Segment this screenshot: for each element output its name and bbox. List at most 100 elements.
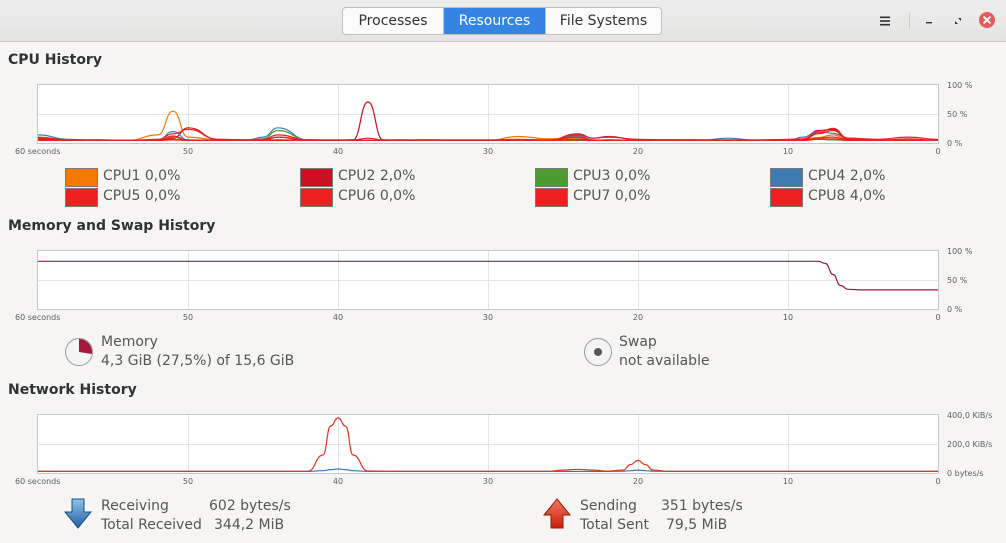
cpu-legend-label: CPU2 bbox=[338, 168, 376, 184]
cpu-x-tick-label: 40 bbox=[332, 147, 344, 156]
mem-y-tick-label: 100 % bbox=[947, 247, 973, 256]
net-x-tick-label: 60 seconds bbox=[15, 477, 61, 486]
cpu-legend-item-cpu5: CPU5 0,0% bbox=[103, 188, 180, 204]
cpu-color-swatch-cpu4[interactable] bbox=[770, 168, 803, 187]
cpu-x-tick-label: 50 bbox=[182, 147, 194, 156]
cpu-x-tick-label: 0 bbox=[935, 147, 941, 156]
mem-y-tick-label: 0 % bbox=[947, 305, 963, 314]
cpu-y-tick-label: 100 % bbox=[947, 81, 973, 90]
cpu-x-tick-label: 60 seconds bbox=[15, 147, 61, 156]
mem-plot bbox=[38, 251, 938, 309]
memory-label: Memory bbox=[101, 334, 158, 350]
swap-pie-icon bbox=[584, 338, 612, 366]
tab-file-systems[interactable]: File Systems bbox=[559, 13, 648, 29]
cpu-legend-label: CPU8 bbox=[808, 188, 846, 204]
cpu-series-cpu8 bbox=[38, 127, 938, 142]
cpu-color-swatch-cpu7[interactable] bbox=[535, 188, 568, 207]
cpu-legend-item-cpu4: CPU4 2,0% bbox=[808, 168, 885, 184]
cpu-color-swatch-cpu6[interactable] bbox=[300, 188, 333, 207]
mem-x-tick-label: 50 bbox=[182, 313, 194, 322]
sending-arrow-icon bbox=[542, 498, 572, 529]
menu-icon bbox=[880, 16, 890, 26]
total-sent-value: 79,5 MiB bbox=[666, 517, 728, 533]
network-section-title: Network History bbox=[8, 382, 137, 398]
tab-resources[interactable]: Resources bbox=[444, 8, 546, 34]
net-x-tick-label: 10 bbox=[782, 477, 794, 486]
sending-value: 351 bytes/s bbox=[661, 498, 743, 514]
tab-processes[interactable]: Processes bbox=[343, 8, 444, 34]
cpu-legend-item-cpu3: CPU3 0,0% bbox=[573, 168, 650, 184]
memory-value: 4,3 GiB (27,5%) of 15,6 GiB bbox=[101, 353, 295, 369]
cpu-legend-item-cpu2: CPU2 2,0% bbox=[338, 168, 415, 184]
cpu-color-swatch-cpu1[interactable] bbox=[65, 168, 98, 187]
cpu-legend-value: 2,0% bbox=[375, 168, 416, 184]
swap-label: Swap bbox=[619, 334, 657, 350]
total-received-value: 344,2 MiB bbox=[214, 517, 285, 533]
close-button[interactable] bbox=[979, 12, 995, 28]
mem-x-tick-label: 30 bbox=[482, 313, 494, 322]
cpu-x-tick-label: 30 bbox=[482, 147, 494, 156]
cpu-color-swatch-cpu2[interactable] bbox=[300, 168, 333, 187]
cpu-legend-item-cpu6: CPU6 0,0% bbox=[338, 188, 415, 204]
net-x-tick-label: 30 bbox=[482, 477, 494, 486]
total-sent-label: Total Sent bbox=[580, 517, 650, 533]
net-x-tick-label: 0 bbox=[935, 477, 941, 486]
memory-section-title: Memory and Swap History bbox=[8, 218, 216, 234]
cpu-y-tick-label: 0 % bbox=[947, 139, 963, 148]
cpu-x-tick-label: 20 bbox=[632, 147, 644, 156]
cpu-color-swatch-cpu5[interactable] bbox=[65, 188, 98, 207]
mem-x-tick-label: 0 bbox=[935, 313, 941, 322]
mem-series-memory bbox=[38, 260, 938, 291]
mem-x-tick-label: 40 bbox=[332, 313, 344, 322]
receiving-arrow-icon bbox=[63, 498, 93, 529]
cpu-plot bbox=[38, 85, 938, 143]
cpu-legend-value: 2,0% bbox=[845, 168, 886, 184]
cpu-color-swatch-cpu8[interactable] bbox=[770, 188, 803, 207]
net-series-sending bbox=[38, 417, 938, 472]
receiving-label: Receiving bbox=[101, 498, 169, 514]
cpu-legend-value: 0,0% bbox=[140, 188, 181, 204]
header-bar: Processes Resources File Systems bbox=[0, 0, 1006, 42]
cpu-legend-value: 0,0% bbox=[610, 168, 651, 184]
cpu-legend-value: 0,0% bbox=[375, 188, 416, 204]
cpu-legend-label: CPU3 bbox=[573, 168, 611, 184]
total-received-label: Total Received bbox=[101, 517, 202, 533]
net-y-tick-label: 400,0 KiB/s bbox=[947, 411, 993, 420]
net-y-tick-label: 0 bytes/s bbox=[947, 469, 984, 478]
cpu-color-swatch-cpu3[interactable] bbox=[535, 168, 568, 187]
memory-pie-icon bbox=[65, 338, 93, 366]
cpu-legend-label: CPU6 bbox=[338, 188, 376, 204]
cpu-x-tick-label: 10 bbox=[782, 147, 794, 156]
network-history-graph bbox=[37, 414, 939, 474]
view-switcher: Processes Resources File Systems bbox=[342, 7, 662, 35]
cpu-legend-item-cpu8: CPU8 4,0% bbox=[808, 188, 885, 204]
cpu-legend-label: CPU1 bbox=[103, 168, 141, 184]
mem-y-tick-label: 50 % bbox=[947, 276, 968, 285]
cpu-section-title: CPU History bbox=[8, 52, 102, 68]
menu-button[interactable] bbox=[875, 11, 895, 31]
cpu-legend-label: CPU7 bbox=[573, 188, 611, 204]
net-x-tick-label: 20 bbox=[632, 477, 644, 486]
swap-value: not available bbox=[619, 353, 710, 369]
net-y-tick-label: 200,0 KiB/s bbox=[947, 440, 993, 449]
maximize-button[interactable] bbox=[948, 11, 968, 31]
mem-x-tick-label: 60 seconds bbox=[15, 313, 61, 322]
mem-x-tick-label: 10 bbox=[782, 313, 794, 322]
sending-label: Sending bbox=[580, 498, 637, 514]
header-separator bbox=[909, 13, 910, 29]
cpu-history-graph bbox=[37, 84, 939, 144]
cpu-y-tick-label: 50 % bbox=[947, 110, 968, 119]
receiving-value: 602 bytes/s bbox=[209, 498, 291, 514]
cpu-legend-label: CPU5 bbox=[103, 188, 141, 204]
minimize-button[interactable] bbox=[919, 11, 939, 31]
cpu-legend-item-cpu1: CPU1 0,0% bbox=[103, 168, 180, 184]
net-x-tick-label: 40 bbox=[332, 477, 344, 486]
net-x-tick-label: 50 bbox=[182, 477, 194, 486]
net-plot bbox=[38, 415, 938, 473]
mem-x-tick-label: 20 bbox=[632, 313, 644, 322]
minimize-icon bbox=[926, 22, 932, 24]
memory-pie-slice bbox=[79, 339, 92, 355]
maximize-icon bbox=[955, 18, 961, 24]
cpu-legend-value: 0,0% bbox=[140, 168, 181, 184]
cpu-legend-label: CPU4 bbox=[808, 168, 846, 184]
